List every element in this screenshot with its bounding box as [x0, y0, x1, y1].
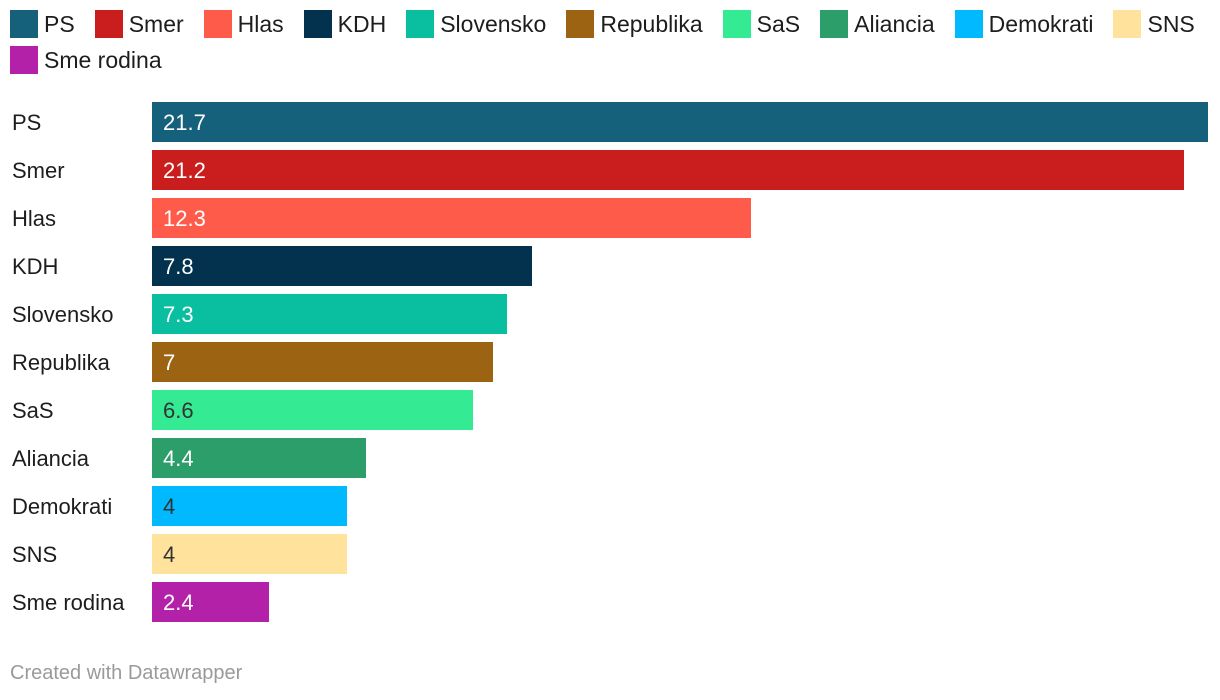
legend-label: Aliancia [854, 10, 935, 37]
category-label-kdh: KDH [12, 254, 58, 279]
legend-label: Republika [600, 10, 703, 37]
legend-swatch [1113, 10, 1142, 38]
legend-swatch [722, 10, 751, 38]
legend-item-republika: Republika [566, 10, 703, 38]
legend-swatch [10, 10, 38, 38]
legend-label: SaS [756, 10, 801, 37]
legend-swatch [820, 10, 849, 38]
legend-item-aliancia: Aliancia [820, 10, 935, 38]
category-label-republika: Republika [12, 350, 111, 375]
legend-swatch [203, 10, 232, 38]
category-label-sns: SNS [12, 542, 57, 567]
bar-smer[interactable] [152, 150, 1184, 190]
bar-ps[interactable] [152, 102, 1208, 142]
category-label-sas: SaS [12, 398, 54, 423]
legend-swatch [303, 10, 332, 38]
legend-item-demokrati: Demokrati [954, 10, 1094, 38]
legend-label: Smer [128, 10, 184, 37]
bar-slovensko[interactable] [152, 294, 507, 334]
legend-label: Sme rodina [44, 46, 162, 73]
category-label-hlas: Hlas [12, 206, 56, 231]
legend-item-slovensko: Slovensko [406, 10, 546, 38]
legend-item-hlas: Hlas [203, 10, 284, 38]
bar-sas[interactable] [152, 390, 473, 430]
value-label-demokrati: 4 [163, 494, 175, 519]
category-label-smer: Smer [12, 158, 65, 183]
value-label-sas: 6.6 [163, 398, 194, 423]
value-label-slovensko: 7.3 [163, 302, 194, 327]
legend-item-kdh: KDH [303, 10, 387, 38]
bar-chart: PS 21.7 Smer 21.2 Hlas 12.3 KDH 7.8 Slovensko 7.3… [12, 102, 1208, 622]
legend-swatch [10, 46, 38, 74]
bar-demokrati[interactable] [152, 486, 347, 526]
legend-swatch [954, 10, 983, 38]
bar-hlas[interactable] [152, 198, 751, 238]
legend: PS Smer Hlas KDH Slovensko Republika SaS Alianc… [10, 10, 1220, 74]
value-label-sns: 4 [163, 542, 175, 567]
bar-aliancia[interactable] [152, 438, 366, 478]
category-label-ps: PS [12, 110, 41, 135]
value-label-aliancia: 4.4 [163, 446, 194, 471]
legend-label: Demokrati [988, 10, 1094, 37]
legend-label: Slovensko [440, 10, 547, 37]
legend-swatch [406, 10, 435, 38]
bar-sns[interactable] [152, 534, 347, 574]
value-label-ps: 21.7 [163, 110, 206, 135]
category-label-demokrati: Demokrati [12, 494, 112, 519]
value-label-sme-rodina: 2.4 [163, 590, 194, 615]
legend-item-ps: PS [10, 10, 75, 38]
datawrapper-credit[interactable]: Created with Datawrapper [10, 662, 243, 684]
category-label-aliancia: Aliancia [12, 446, 90, 471]
category-label-sme-rodina: Sme rodina [12, 590, 125, 615]
bar-kdh[interactable] [152, 246, 532, 286]
bar-sme-rodina[interactable] [152, 582, 269, 622]
bar-republika[interactable] [152, 342, 493, 382]
value-label-republika: 7 [163, 350, 175, 375]
legend-item-sme-rodina: Sme rodina [10, 46, 162, 74]
legend-item-smer: Smer [94, 10, 184, 38]
value-label-hlas: 12.3 [163, 206, 206, 231]
value-label-kdh: 7.8 [163, 254, 194, 279]
legend-item-sns: SNS [1113, 10, 1195, 38]
category-label-slovensko: Slovensko [12, 302, 114, 327]
legend-label: SNS [1147, 10, 1195, 37]
value-label-smer: 21.2 [163, 158, 206, 183]
legend-label: PS [44, 10, 75, 37]
legend-label: KDH [337, 10, 387, 37]
legend-item-sas: SaS [722, 10, 801, 38]
legend-swatch [566, 10, 595, 38]
legend-label: Hlas [237, 10, 284, 37]
legend-swatch [94, 10, 123, 38]
